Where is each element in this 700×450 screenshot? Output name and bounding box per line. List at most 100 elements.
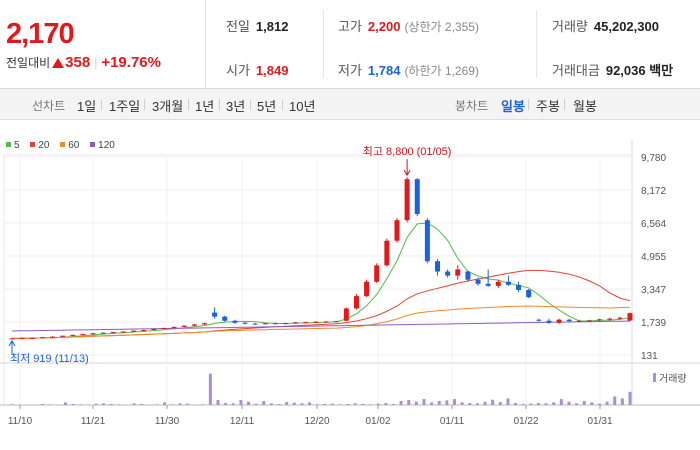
candle-weekly[interactable]: 주봉 (536, 99, 560, 114)
period-3y[interactable]: 3년 (226, 99, 246, 114)
price-change: 전일대비 358 | +19.76% (6, 54, 161, 71)
candle-body (232, 320, 238, 323)
volume-bar (559, 399, 563, 405)
volume-bar (231, 403, 235, 405)
volume-bar (109, 404, 113, 405)
candle-body (272, 323, 278, 325)
volume-bar (514, 403, 518, 405)
volume-bar (361, 404, 365, 405)
x-tick-label: 11/10 (8, 416, 33, 427)
candle-body (70, 334, 76, 336)
annotation-high: 최고 8,800 (01/05) (363, 145, 452, 158)
volume-bar (277, 404, 281, 405)
volume-bar (376, 403, 380, 405)
candle-body (171, 326, 177, 328)
period-1w[interactable]: 1주일 (109, 99, 141, 114)
quote-header: 2,170 전일대비 358 | +19.76% 전일 1,812 고가 2,200 (상한… (0, 0, 700, 89)
y-tick-label: 3,347 (641, 285, 666, 296)
divider (282, 99, 283, 110)
x-tick-label: 01/31 (587, 416, 612, 427)
change-percent: +19.76% (101, 54, 161, 71)
candle-body (455, 269, 461, 276)
candle-body (19, 338, 25, 340)
volume-bar (468, 403, 472, 405)
candle-body (384, 240, 390, 266)
chart-grid (0, 140, 700, 409)
x-tick-label: 01/02 (365, 416, 390, 427)
volume-bar (346, 404, 350, 405)
candle-daily[interactable]: 일봉 (501, 99, 525, 114)
chart-toolbar: 선차트 1일 1주일 3개월 1년 3년 5년 10년 봉차트 일봉 주봉 월봉 (0, 89, 700, 120)
legend-ma20: 20 (30, 140, 49, 151)
y-tick-label: 9,780 (641, 153, 666, 164)
candle-body (546, 320, 552, 323)
chart-legend: 5 20 60 120 (6, 140, 123, 151)
volume-bar (384, 403, 388, 405)
candle-body (556, 319, 562, 323)
volume-bar (254, 403, 258, 405)
candle-monthly[interactable]: 월봉 (573, 99, 597, 114)
volume-bar (338, 404, 342, 405)
candle-body (364, 281, 370, 297)
candle-body (536, 319, 542, 321)
plot-frame (3, 154, 633, 406)
candle-body (445, 271, 451, 276)
candle-body (505, 281, 511, 285)
candle-body (293, 322, 299, 324)
volume-bar (323, 404, 327, 405)
volume-bar (575, 403, 579, 405)
stat-turnover: 거래대금 92,036 백만 (552, 63, 674, 78)
stat-low: 저가 1,784 (하한가 1,269) (338, 63, 479, 78)
stat-volume: 거래량 45,202,300 (552, 19, 659, 34)
change-label: 전일대비 (6, 56, 51, 70)
period-5y[interactable]: 5년 (257, 99, 277, 114)
volume-bar (330, 403, 334, 405)
volume-bar (597, 403, 601, 405)
volume-bar (117, 404, 121, 405)
legend-ma60: 60 (60, 140, 79, 151)
candle-body (212, 312, 218, 317)
y-tick-label: 8,172 (641, 186, 666, 197)
period-10y[interactable]: 10년 (289, 99, 316, 114)
volume-bar (308, 402, 312, 405)
divider (144, 99, 145, 110)
x-tick-label: 11/30 (155, 416, 180, 427)
volume-bar (498, 402, 502, 405)
volume-bar (193, 404, 197, 406)
candle-body (110, 332, 116, 334)
candle-body (181, 325, 187, 327)
annotation-low: 최저 919 (11/13) (10, 352, 89, 365)
legend-ma120: 120 (90, 140, 115, 151)
candle-body (465, 271, 471, 280)
candle-body (424, 220, 430, 262)
candle-body (60, 335, 66, 337)
volume-bar (48, 404, 52, 405)
period-1d[interactable]: 1일 (77, 99, 97, 114)
current-price: 2,170 (6, 18, 75, 50)
candle-body (303, 322, 309, 324)
volume-bar (430, 402, 434, 405)
volume-bar (460, 402, 464, 405)
x-axis-labels: 11/10 11/21 11/30 12/11 12/20 01/02 01/11 01/22… (8, 416, 613, 427)
candle-body (151, 328, 157, 330)
x-tick-label: 11/21 (81, 416, 106, 427)
candle-body (100, 332, 106, 334)
volume-bar (529, 403, 533, 405)
candle-body (323, 321, 329, 323)
period-1y[interactable]: 1년 (195, 99, 215, 114)
volume-bar (453, 399, 457, 405)
volume-bar (620, 398, 624, 405)
up-triangle-icon (52, 58, 65, 68)
divider (564, 99, 565, 110)
volume-bar (269, 403, 273, 405)
candle-body (283, 323, 289, 325)
period-3m[interactable]: 3개월 (152, 99, 184, 114)
ma5-line (11, 222, 631, 339)
candle-body (191, 324, 197, 326)
volume-bar (483, 401, 487, 405)
candle-body (516, 284, 522, 290)
volume-bar (25, 404, 29, 406)
divider (250, 99, 251, 110)
volume-bar (262, 401, 266, 405)
volume-bar (491, 399, 495, 405)
